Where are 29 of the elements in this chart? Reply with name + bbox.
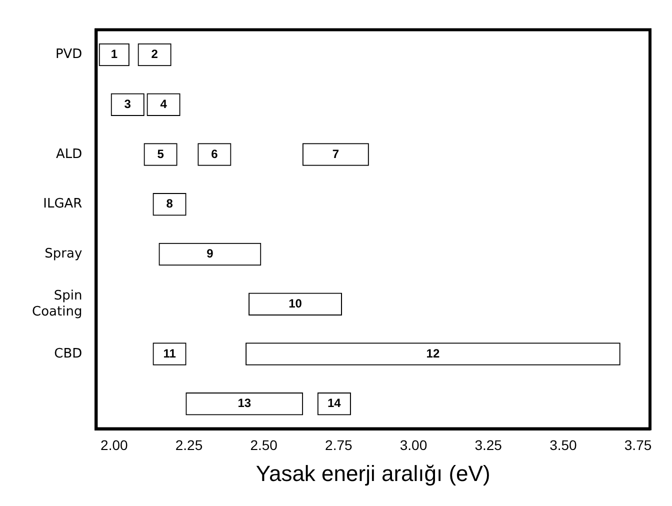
series-label: 7 [332,146,340,161]
series-label: 4 [160,96,168,111]
y-tick-label: ILGAR [43,196,82,212]
y-tick-label: ALD [56,146,82,162]
y-tick-label: Spin Coating [32,288,82,320]
x-tick-label: 2.75 [325,437,353,454]
x-tick-label: 3.00 [400,437,428,454]
series-label: 3 [124,96,132,111]
x-tick-label: 3.75 [624,437,652,454]
series-label: 12 [426,346,440,360]
x-tick-label: 2.50 [250,437,278,454]
x-tick-label: 2.25 [175,437,203,454]
series-label: 5 [157,146,164,161]
y-tick-label: Spray [44,246,82,262]
series-label: 8 [166,196,174,211]
y-tick-label: CBD [54,346,82,362]
series-label: 9 [206,246,214,261]
series-label: 10 [288,296,302,310]
x-axis-title: Yasak enerji aralığı (eV) [256,460,490,486]
x-tick-label: 2.00 [100,437,128,454]
y-tick-label: PVD [55,47,82,62]
x-tick-label: 3.25 [474,437,502,454]
series-label: 11 [163,346,176,360]
series-label: 13 [238,396,252,410]
series-label: 14 [328,396,342,410]
series-label: 6 [211,146,218,161]
series-label: 2 [151,47,158,62]
x-tick-label: 3.50 [550,437,578,454]
series-label: 1 [110,47,118,62]
